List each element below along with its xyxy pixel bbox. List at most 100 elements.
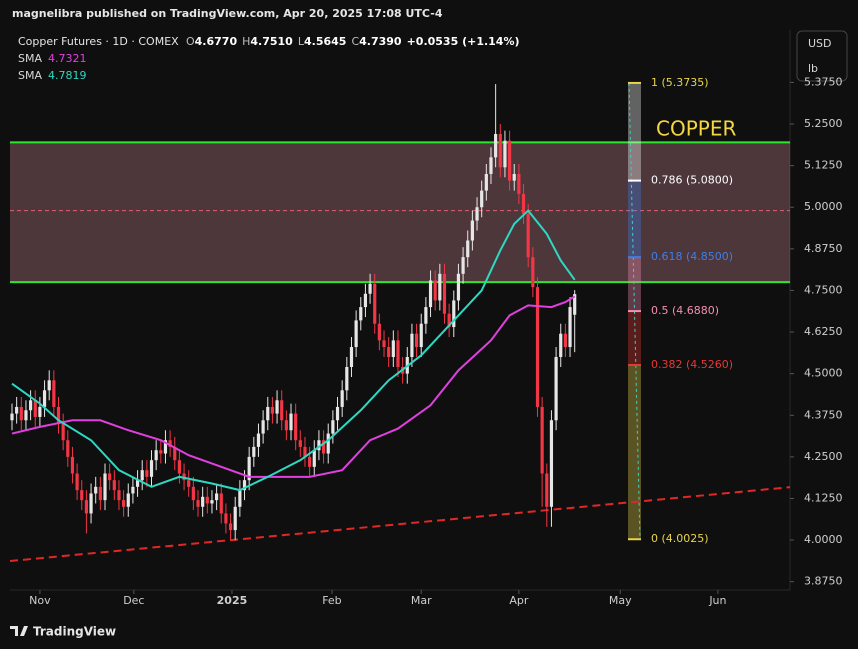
candle-body xyxy=(545,473,549,507)
candle-body xyxy=(131,486,135,494)
candle-body xyxy=(521,193,526,214)
candle-body xyxy=(321,440,326,454)
candle-body xyxy=(447,313,451,328)
candle-body xyxy=(563,333,567,348)
candle-body xyxy=(433,280,437,301)
candle-body xyxy=(280,400,284,421)
candle-body xyxy=(382,340,386,348)
trendline xyxy=(10,486,790,563)
candle-body xyxy=(19,406,23,421)
candle-body xyxy=(326,433,330,454)
legend-value: 4.5645 xyxy=(304,35,346,48)
fib-label: 0.5 (4.6880) xyxy=(651,304,719,317)
candle-body xyxy=(70,456,75,474)
candle-body xyxy=(503,140,507,168)
candle-body xyxy=(359,307,363,321)
y-tick-label: 5.1250 xyxy=(804,159,843,172)
candle-body xyxy=(47,380,51,391)
y-tick-label: 4.2500 xyxy=(804,450,843,463)
candle-body xyxy=(284,420,288,431)
candle-body xyxy=(149,460,154,477)
candle-body xyxy=(484,173,488,191)
candle-body xyxy=(191,486,195,501)
candle-body xyxy=(159,450,163,454)
publisher-header: magnelibra published on TradingView.com,… xyxy=(12,7,443,20)
fib-label: 1 (5.3735) xyxy=(651,76,709,89)
y-tick-label: 4.3750 xyxy=(804,408,843,421)
candle-body xyxy=(205,496,209,504)
candle-body xyxy=(173,446,177,461)
candle-body xyxy=(108,473,112,481)
candle-body xyxy=(312,450,316,467)
legend-sma: SMA 4.7321 xyxy=(18,52,87,65)
candle-body xyxy=(349,347,354,367)
x-tick-label: Mar xyxy=(411,594,432,607)
candle-body xyxy=(266,406,270,421)
candle-body xyxy=(507,140,512,181)
candle-body xyxy=(66,440,70,457)
currency[interactable]: USD xyxy=(808,37,832,50)
candle-body xyxy=(419,323,423,348)
candle-body xyxy=(452,300,456,328)
candle-body xyxy=(84,500,89,514)
unit[interactable]: lb xyxy=(808,62,818,75)
candle-body xyxy=(498,134,502,168)
candle-body xyxy=(373,283,377,324)
candle-body xyxy=(61,423,65,441)
y-tick-label: 4.1250 xyxy=(804,491,843,504)
sma-line xyxy=(11,295,576,478)
candle-body xyxy=(438,273,442,301)
candle-body xyxy=(140,470,144,481)
candle-body xyxy=(247,456,251,481)
fib-label: 0.382 (4.5260) xyxy=(651,358,733,371)
candle-body xyxy=(475,207,479,221)
candle-body xyxy=(270,406,275,414)
candle-body xyxy=(52,380,56,407)
candle-body xyxy=(480,190,484,208)
candle-body xyxy=(122,500,126,507)
candle-body xyxy=(368,283,372,294)
candle-body xyxy=(331,420,335,434)
candle-body xyxy=(163,440,168,454)
candle-body xyxy=(29,400,33,411)
brand: TradingView xyxy=(33,625,116,639)
annotation: COPPER xyxy=(656,117,736,141)
candle-body xyxy=(470,220,474,241)
candle-body xyxy=(414,333,419,348)
candle-body xyxy=(275,400,279,414)
candle-body xyxy=(531,257,535,288)
candle-body xyxy=(363,293,368,308)
candle-body xyxy=(75,473,79,491)
candle-body xyxy=(126,493,130,507)
candle-body xyxy=(317,440,321,451)
candle-body xyxy=(252,446,256,457)
unit-box[interactable] xyxy=(796,30,848,82)
candle-body xyxy=(526,213,530,258)
x-tick-label: Nov xyxy=(29,594,51,607)
candle-body xyxy=(10,413,14,421)
y-tick-label: 4.7500 xyxy=(804,283,843,296)
x-tick-label: Apr xyxy=(509,594,529,607)
candle-body xyxy=(354,320,358,348)
candle-body xyxy=(224,513,228,524)
x-tick-label: Jun xyxy=(708,594,726,607)
candle-body xyxy=(145,470,149,477)
legend-value: 4.7390 xyxy=(359,35,402,48)
candle-body xyxy=(210,500,214,504)
fib-label: 0.618 (4.8500) xyxy=(651,250,733,263)
candle-body xyxy=(517,173,521,194)
candle-body xyxy=(98,486,102,501)
candle-body xyxy=(345,366,349,391)
candle-body xyxy=(396,340,400,367)
y-tick-label: 5.3750 xyxy=(804,75,843,88)
candle-body xyxy=(135,480,140,487)
x-tick-label: 2025 xyxy=(217,594,248,607)
fib-zone xyxy=(628,311,641,366)
candle-body xyxy=(103,473,107,501)
candle-body xyxy=(540,406,544,474)
candle-body xyxy=(391,340,395,358)
candle-body xyxy=(112,480,116,491)
plot-area xyxy=(10,81,790,563)
